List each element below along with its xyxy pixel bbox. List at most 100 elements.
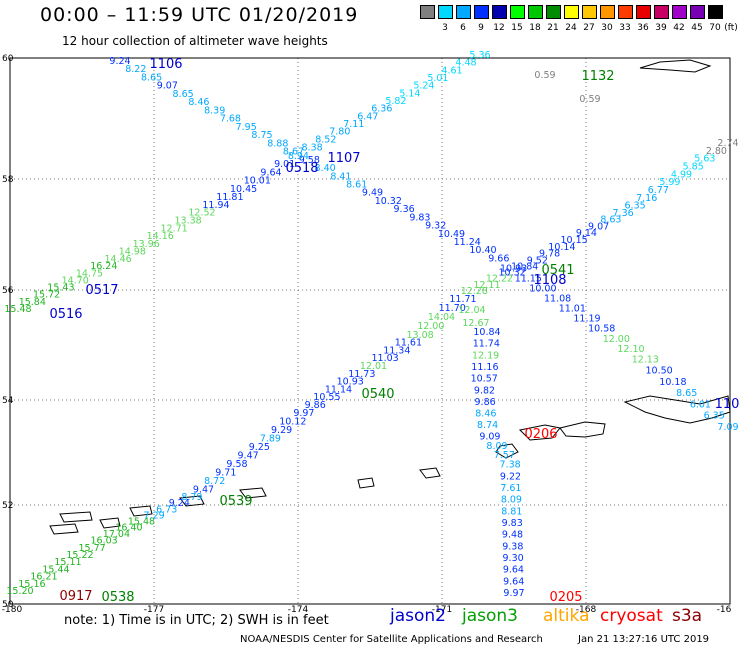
legend-label: 21 xyxy=(547,23,559,33)
wave-height-label: 11.70 xyxy=(439,303,466,314)
coastline xyxy=(419,467,441,479)
wave-height-label: 14.75 xyxy=(76,268,103,279)
wave-height-label: 14.04 xyxy=(428,312,455,323)
wave-height-label: 5.24 xyxy=(413,81,434,92)
wave-height-label: 7.80 xyxy=(329,127,350,138)
page-title: 00:00 – 11:59 UTC 01/20/2019 xyxy=(40,4,359,26)
wave-height-label: 9.24 xyxy=(169,498,190,509)
wave-height-label: 9.36 xyxy=(394,204,415,215)
coastline xyxy=(623,395,731,424)
wave-height-label: 8.72 xyxy=(204,476,225,487)
coastline xyxy=(59,511,93,523)
generated-timestamp: Jan 21 13:27:16 UTC 2019 xyxy=(578,634,710,645)
wave-height-label: 11.16 xyxy=(471,362,498,373)
wave-height-label: 8.09 xyxy=(486,441,507,452)
wave-height-label: 5.36 xyxy=(469,50,490,61)
lon-tick-label: -177 xyxy=(144,605,164,615)
legend-label: 15 xyxy=(511,23,523,33)
wave-height-label: 6.77 xyxy=(648,185,669,196)
wave-height-label: 15.22 xyxy=(66,550,93,561)
wave-height-label: 9.14 xyxy=(576,228,597,239)
legend-swatch xyxy=(600,5,615,19)
satellite-s3a: s3a xyxy=(672,606,703,626)
wave-height-label: 9.58 xyxy=(226,459,247,470)
legend-swatch xyxy=(438,5,453,19)
wave-height-label: 10.93 xyxy=(500,263,527,274)
coastline xyxy=(357,477,375,489)
pass-time-label: 0539 xyxy=(219,494,252,509)
wave-height-label: 11.19 xyxy=(573,314,600,325)
legend-swatch xyxy=(474,5,489,19)
pass-time-label: 0206 xyxy=(524,427,557,442)
wave-height-label: 12.00 xyxy=(417,321,444,332)
wave-height-label: 12.19 xyxy=(472,350,499,361)
page-subtitle: 12 hour collection of altimeter wave hei… xyxy=(62,34,328,48)
legend-swatch xyxy=(672,5,687,19)
wave-height-label: 11.03 xyxy=(371,353,398,364)
pass-time-label: 0205 xyxy=(549,590,582,605)
pass-time-label: 0518 xyxy=(285,161,318,176)
wave-height-label: 11.15 xyxy=(515,273,542,284)
wave-height-label: 9.64 xyxy=(503,576,524,587)
wave-height-label: 8.67 xyxy=(283,147,304,158)
wave-height-label: 9.86 xyxy=(305,400,326,411)
wave-height-label: 9.32 xyxy=(425,221,446,232)
coastline xyxy=(518,424,561,441)
pass-time-label: 0516 xyxy=(49,307,82,322)
legend-label: 9 xyxy=(478,23,484,33)
wave-height-label: 10.45 xyxy=(230,184,257,195)
pass-time-label: 0538 xyxy=(101,590,134,605)
pass-time-label: 0917 xyxy=(59,589,92,604)
wave-height-label: 9.49 xyxy=(362,188,383,199)
wave-height-label: 10.01 xyxy=(244,176,271,187)
wave-height-label: 9.30 xyxy=(503,553,524,564)
wave-height-label: 6.01 xyxy=(690,400,711,411)
wave-height-label: 9.47 xyxy=(193,484,214,495)
wave-height-label: 8.79 xyxy=(181,492,202,503)
wave-height-label: 8.22 xyxy=(125,64,146,75)
wave-height-label: 8.65 xyxy=(173,89,194,100)
wave-height-label: 6.35 xyxy=(704,411,725,422)
wave-height-label: 10.84 xyxy=(473,327,500,338)
satellite-cryosat: cryosat xyxy=(600,606,663,626)
legend-label: 30 xyxy=(601,23,613,33)
wave-height-label: 10.32 xyxy=(498,268,525,279)
lat-tick-label: 56 xyxy=(2,286,14,296)
legend-label: 42 xyxy=(673,23,685,33)
wave-height-label: 9.64 xyxy=(503,565,524,576)
pass-time-label: 1106 xyxy=(149,57,182,72)
wave-height-label: 9.24 xyxy=(109,56,130,67)
wave-height-label: 14.46 xyxy=(104,254,131,265)
wave-height-label: 11.73 xyxy=(348,369,375,380)
satellite-jason3: jason3 xyxy=(462,606,518,626)
wave-height-label: 8.63 xyxy=(600,215,621,226)
pass-time-label: 0517 xyxy=(85,283,118,298)
legend-swatch xyxy=(618,5,633,19)
wave-height-label: 9.64 xyxy=(260,167,281,178)
wave-height-label: 9.07 xyxy=(157,81,178,92)
wave-height-label: 4.48 xyxy=(455,58,476,69)
wave-height-label: 9.29 xyxy=(271,425,292,436)
coastline xyxy=(99,517,121,529)
wave-height-label: 8.46 xyxy=(188,97,209,108)
legend-label: 70 xyxy=(709,23,721,33)
legend-label: 3 xyxy=(442,23,448,33)
wave-height-label: 8.09 xyxy=(501,495,522,506)
lat-tick-label: 58 xyxy=(2,175,14,185)
wave-height-label: 15.72 xyxy=(33,290,60,301)
wave-height-label: 11.81 xyxy=(216,192,243,203)
wave-height-label: 9.48 xyxy=(502,530,523,541)
wave-height-label: 5.14 xyxy=(399,88,420,99)
coastline xyxy=(239,487,267,499)
legend-swatch xyxy=(654,5,669,19)
wave-height-label: 16.21 xyxy=(30,572,57,583)
wave-height-label: 12.01 xyxy=(360,361,387,372)
wave-height-label: 14.98 xyxy=(119,247,146,258)
wave-height-label: 15.20 xyxy=(6,586,33,597)
legend-swatch xyxy=(528,5,543,19)
wave-height-label: 15.43 xyxy=(47,283,74,294)
coastline xyxy=(559,421,606,438)
wave-height-label: 17.04 xyxy=(103,529,130,540)
lon-tick-label: -171 xyxy=(432,605,452,615)
